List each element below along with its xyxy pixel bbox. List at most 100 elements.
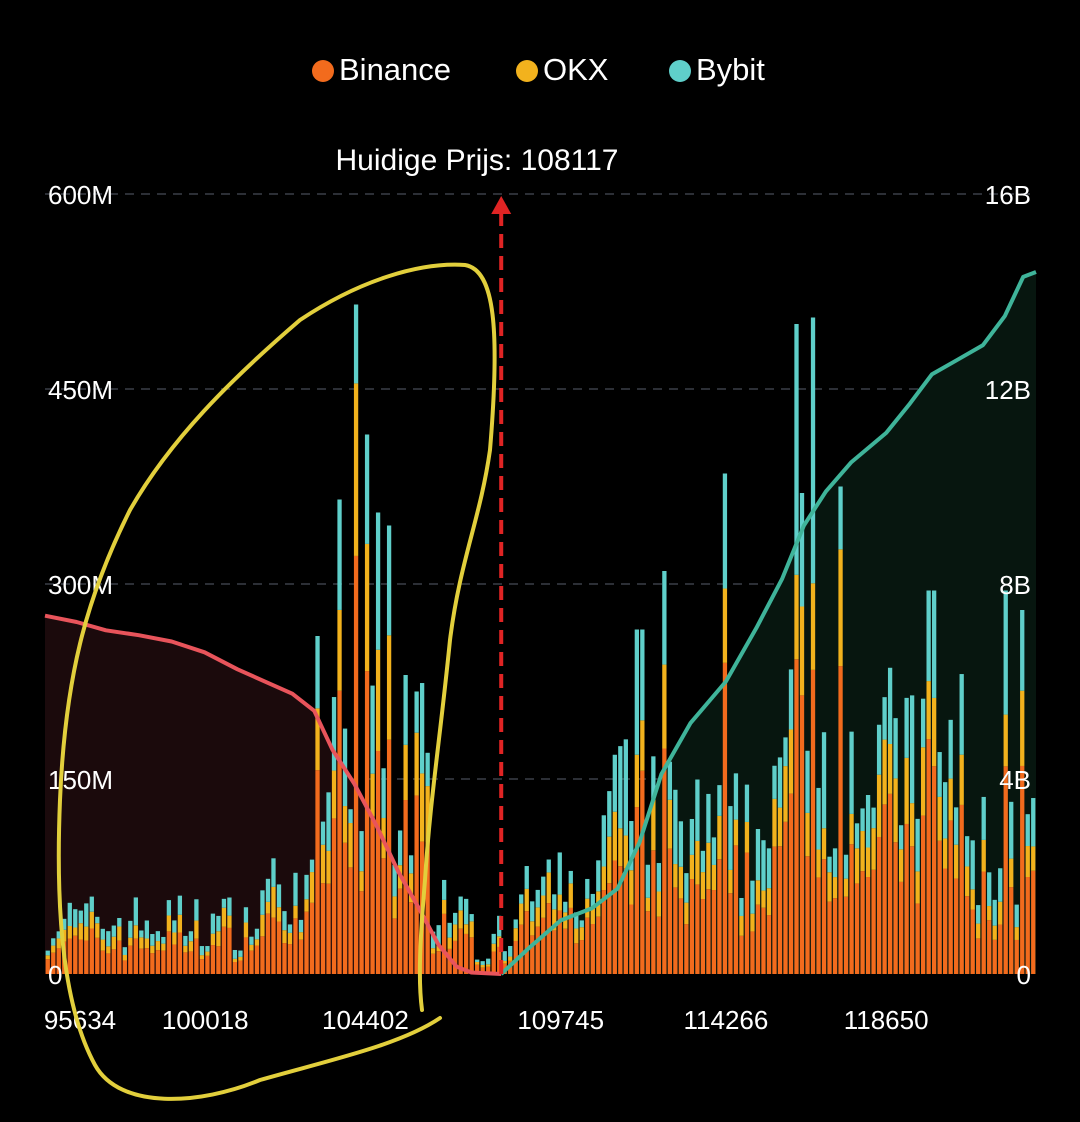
bar-stack — [920, 698, 926, 974]
bar-segment-okx — [733, 819, 739, 846]
bar-segment-bybit — [750, 880, 755, 914]
bar-stack — [876, 724, 882, 974]
bar-stack — [651, 756, 656, 974]
bar-segment-bybit — [166, 900, 172, 916]
bar-segment-okx — [1009, 858, 1014, 888]
legend-item-bybit[interactable]: Bybit — [669, 52, 765, 87]
bar-segment-binance — [144, 948, 149, 974]
bar-segment-binance — [166, 931, 172, 974]
bar-segment-bybit — [84, 903, 89, 927]
bar-segment-binance — [810, 669, 816, 974]
bar-stack — [188, 931, 194, 974]
bar-segment-binance — [821, 859, 827, 974]
bar-stack — [932, 590, 937, 974]
bar-segment-bybit — [276, 884, 282, 908]
bar-segment-binance — [397, 888, 403, 974]
bar-stack — [678, 821, 684, 974]
bar-segment-binance — [480, 967, 485, 974]
bar-segment-bybit — [678, 821, 684, 867]
bar-stack — [761, 840, 766, 974]
bar-segment-okx — [937, 796, 942, 841]
bar-segment-bybit — [128, 920, 133, 938]
bar-segment-bybit — [508, 946, 513, 957]
legend-item-okx[interactable]: OKX — [516, 52, 609, 87]
bar-segment-okx — [464, 924, 469, 934]
bar-segment-okx — [249, 944, 254, 951]
bar-segment-bybit — [711, 837, 717, 865]
bar-segment-okx — [276, 907, 282, 922]
bar-stack — [838, 486, 843, 974]
legend-item-binance[interactable]: Binance — [312, 52, 451, 87]
bar-stack — [117, 917, 122, 974]
bar-segment-binance — [227, 927, 232, 974]
bar-segment-bybit — [998, 868, 1003, 902]
bar-stack — [579, 920, 584, 974]
bar-segment-binance — [689, 879, 695, 974]
bar-segment-okx — [876, 774, 882, 837]
bar-segment-bybit — [386, 525, 392, 636]
bar-segment-bybit — [139, 930, 144, 938]
bar-segment-okx — [216, 931, 221, 947]
bar-segment-bybit — [453, 912, 458, 925]
bar-stack — [375, 512, 381, 974]
bar-segment-okx — [601, 866, 606, 891]
bar-segment-bybit — [205, 946, 210, 952]
bar-stack — [337, 499, 342, 974]
bar-stack — [442, 879, 447, 974]
bar-segment-binance — [739, 935, 744, 974]
bar-segment-binance — [491, 951, 496, 974]
bar-segment-binance — [67, 938, 72, 974]
bar-segment-binance — [469, 937, 474, 974]
bar-segment-binance — [926, 739, 931, 974]
bar-segment-okx — [640, 720, 645, 771]
bar-stack — [348, 809, 353, 974]
bar-stack — [287, 924, 293, 974]
bar-segment-binance — [596, 916, 601, 974]
bar-segment-okx — [408, 873, 414, 903]
bar-segment-okx — [970, 889, 975, 910]
bar-segment-okx — [805, 812, 810, 857]
bar-segment-bybit — [777, 757, 783, 808]
bar-segment-bybit — [524, 866, 529, 889]
bar-segment-binance — [188, 951, 194, 974]
bar-segment-okx — [1031, 846, 1036, 871]
bar-segment-bybit — [596, 860, 601, 892]
bar-segment-bybit — [56, 931, 61, 939]
bar-segment-binance — [976, 938, 981, 974]
bar-stack — [965, 836, 970, 974]
bar-segment-okx — [524, 888, 529, 912]
bar-segment-bybit — [970, 840, 975, 890]
bar-segment-binance — [117, 940, 122, 974]
bar-segment-binance — [552, 930, 557, 974]
bar-segment-okx — [62, 929, 67, 942]
bar-stack — [161, 936, 166, 974]
bar-segment-okx — [287, 932, 293, 945]
bar-segment-okx — [755, 880, 761, 905]
bar-segment-binance — [133, 938, 138, 974]
bar-segment-bybit — [541, 876, 546, 896]
bar-stack — [629, 821, 634, 974]
bar-segment-bybit — [546, 859, 551, 873]
bar-segment-bybit — [926, 590, 931, 682]
bar-stack — [673, 789, 678, 974]
bar-stack — [238, 950, 243, 974]
bar-segment-okx — [227, 915, 232, 928]
bar-stack — [695, 779, 700, 974]
bar-stack — [959, 674, 964, 974]
bar-segment-okx — [530, 921, 535, 936]
bar-segment-binance — [805, 856, 810, 974]
bar-stack — [733, 773, 739, 974]
bar-segment-bybit — [298, 919, 304, 933]
x-tick-label: 109745 — [517, 1005, 604, 1035]
bar-segment-bybit — [629, 821, 634, 871]
bar-segment-bybit — [397, 830, 403, 866]
x-axis: 95634 100018 104402 109745 114266 118650 — [44, 1005, 929, 1035]
bar-segment-binance — [260, 936, 265, 974]
bar-stack — [898, 825, 904, 974]
bar-segment-okx — [348, 823, 353, 868]
bar-segment-bybit — [381, 768, 386, 818]
bar-segment-okx — [579, 927, 584, 941]
bar-segment-binance — [849, 844, 854, 974]
y-left-tick-label: 0 — [48, 960, 62, 990]
bar-segment-okx — [78, 923, 83, 940]
